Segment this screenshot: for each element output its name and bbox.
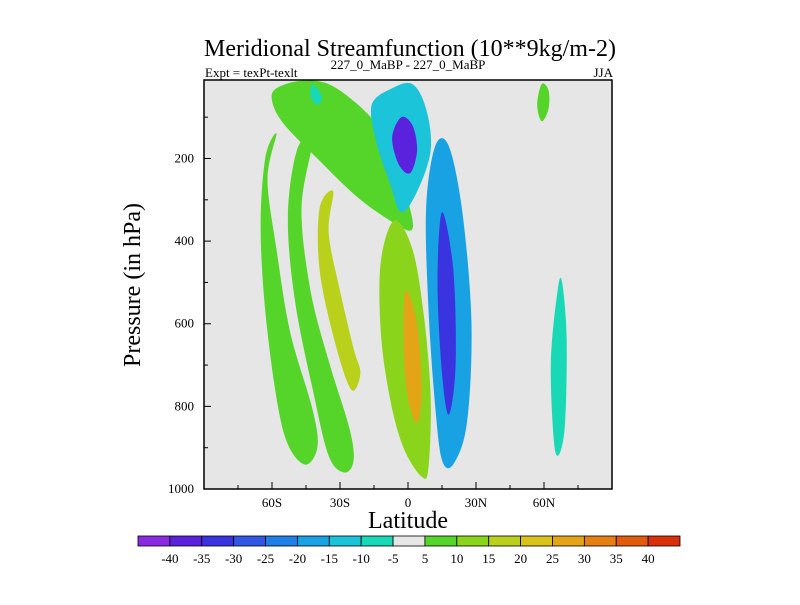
contour-equatorial-core: [403, 290, 422, 424]
colorbar-swatch: [265, 535, 298, 547]
colorbar-swatch: [201, 535, 235, 547]
contour-north-positive-thin: [537, 83, 550, 122]
contour-nh-outer-positive-upper: [271, 80, 414, 231]
y-tick-label: 800: [175, 398, 195, 413]
y-tick-label: 200: [175, 150, 195, 165]
colorbar-swatch: [615, 535, 649, 547]
x-tick-label: 0: [405, 495, 412, 510]
colorbar-swatch: [392, 535, 426, 547]
subtitle-left: Expt = texPt-texlt: [205, 65, 298, 80]
x-tick-label: 30N: [465, 495, 488, 510]
colorbar-label: -25: [257, 551, 274, 566]
colorbar-label: 15: [482, 551, 495, 566]
colorbar-swatch: [169, 535, 203, 547]
colorbar-swatch: [552, 535, 585, 547]
contour-north-negative-thin: [550, 277, 567, 456]
contour-sh-positive-core: [317, 190, 361, 391]
x-tick-label: 30S: [330, 495, 350, 510]
y-tick-label: 400: [175, 233, 195, 248]
colorbar-label: 10: [450, 551, 463, 566]
colorbar-swatch: [360, 535, 394, 547]
contour-nh-negative-core: [437, 212, 456, 415]
colorbar-swatch: [488, 535, 521, 547]
colorbar-label: -40: [161, 551, 178, 566]
colorbar-swatch: [328, 535, 362, 547]
colorbar-swatch: [297, 535, 330, 547]
colorbar-swatch: [520, 535, 553, 547]
y-axis-label: Pressure (in hPa): [120, 203, 146, 367]
colorbar-label: -5: [388, 551, 399, 566]
colorbar-label: -15: [321, 551, 338, 566]
colorbar-label: 25: [546, 551, 559, 566]
subtitle-center: 227_0_MaBP - 227_0_MaBP: [331, 57, 486, 72]
contour-upper-teal-blob: [310, 84, 322, 105]
colorbar-swatch: [647, 535, 681, 547]
colorbar-label: 30: [578, 551, 591, 566]
colorbar-swatch: [456, 535, 490, 547]
x-tick-label: 60N: [533, 495, 556, 510]
contour-upper-negative-core: [392, 116, 418, 174]
colorbar-label: 20: [514, 551, 527, 566]
colorbar-label: -30: [225, 551, 242, 566]
colorbar-label: 5: [422, 551, 429, 566]
contour-sh-positive-middle: [287, 133, 354, 473]
contour-group: [260, 80, 567, 479]
colorbar-swatch: [137, 535, 171, 547]
y-tick-label: 1000: [168, 481, 194, 496]
colorbar-swatch: [583, 535, 617, 547]
colorbar-swatch: [233, 535, 266, 547]
colorbar-label: -20: [289, 551, 306, 566]
colorbar-label: -10: [353, 551, 370, 566]
x-axis-label: Latitude: [368, 508, 448, 534]
subtitle-right: JJA: [593, 65, 613, 80]
colorbar-label: 35: [610, 551, 623, 566]
contour-sh-positive-lower: [260, 133, 318, 465]
colorbar-label: 40: [642, 551, 655, 566]
colorbar-swatch: [424, 535, 458, 547]
colorbar-label: -35: [193, 551, 210, 566]
chart-title: Meridional Streamfunction (10**9kg/m-2): [204, 36, 616, 62]
y-tick-label: 600: [175, 316, 195, 331]
x-tick-label: 60S: [262, 495, 282, 510]
